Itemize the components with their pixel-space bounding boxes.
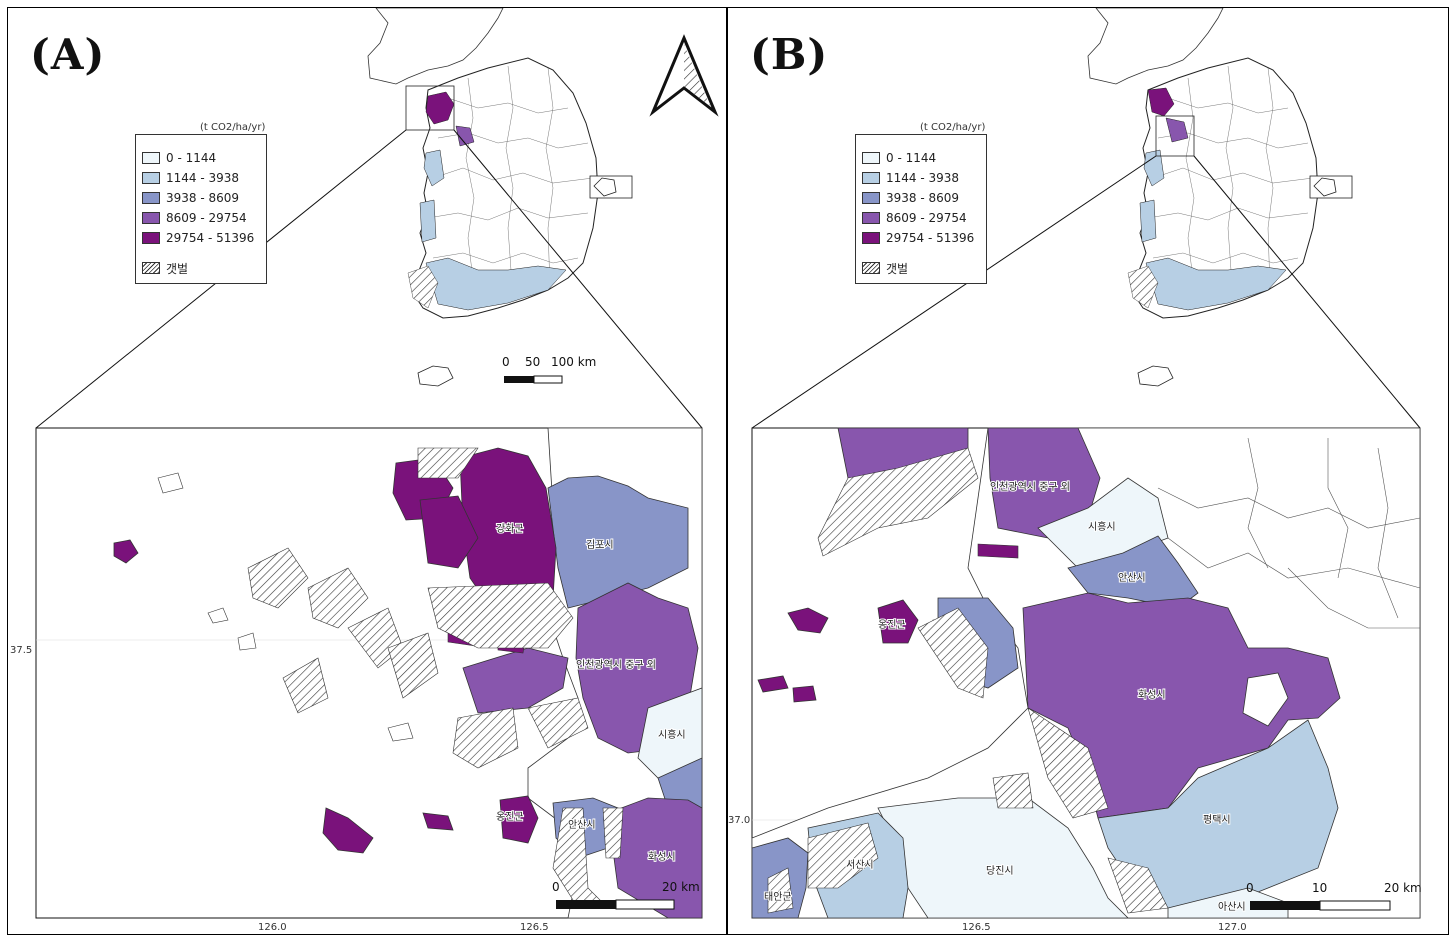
label-incheon: 인천광역시 중구 외 (576, 659, 656, 671)
lon-tick-2: 127.0 (1218, 922, 1247, 933)
inset-scale-bar: 0 10 20 km (1246, 881, 1422, 911)
label-ongjin: 옹진군 (878, 619, 906, 631)
scale-tick-50: 50 (525, 355, 540, 369)
legend-item: 29754 - 51396 (862, 231, 974, 245)
region-ongjin (499, 795, 539, 844)
region-asan (1167, 887, 1289, 919)
legend: (t CO2/ha/yr) 0 - 1144 1144 - 3938 3938 … (135, 122, 267, 284)
panel-a: (A) (7, 7, 727, 935)
label-ganghwa: 강화군 (496, 523, 524, 535)
region-hwaseong (607, 797, 703, 919)
panel-letter: (A) (30, 30, 106, 79)
inset-map: 강화군 김포시 인천광역시 중구 외 시흥시 옹진군 안산시 화성시 0 20 … (35, 427, 703, 919)
label-ongjin: 옹진군 (496, 811, 524, 823)
south-korea-outline (412, 57, 599, 319)
panel-b: (B) (727, 7, 1449, 935)
legend-item: 1144 - 3938 (142, 171, 239, 185)
legend-item: 3938 - 8609 (862, 191, 959, 205)
legend-item: 1144 - 3938 (862, 171, 959, 185)
label-ansan: 안산시 (568, 819, 596, 831)
legend-item: 8609 - 29754 (142, 211, 247, 225)
inset-scale-tick-0: 0 (552, 880, 560, 894)
legend-item-tidal-flat: 갯벌 (862, 261, 908, 276)
lon-tick-1: 126.0 (258, 922, 287, 933)
label-hwaseong: 화성시 (1138, 689, 1166, 701)
label-hwaseong: 화성시 (648, 851, 676, 863)
panel-letter: (B) (750, 30, 829, 79)
label-taean: 태안군 (764, 891, 792, 903)
label-dangjin: 당진시 (986, 865, 1014, 877)
overview-scale-bar: 0 50 100 km (502, 355, 596, 384)
north-arrow-icon (649, 34, 719, 117)
legend-item: 0 - 1144 (142, 151, 216, 165)
region-gimpo (547, 475, 689, 609)
inset-scale-tick-0: 0 (1246, 881, 1254, 895)
inset-scale-tick-20: 20 km (662, 880, 700, 894)
label-gimpo: 김포시 (586, 539, 614, 551)
scale-tick-100: 100 km (551, 355, 596, 369)
label-seosan: 서산시 (846, 859, 874, 871)
legend-item: 3938 - 8609 (142, 191, 239, 205)
label-incheon: 인천광역시 중구 외 (990, 481, 1070, 493)
overview-map (367, 8, 633, 387)
inset-scale-tick-10: 10 (1312, 881, 1327, 895)
overview-map (1087, 8, 1353, 387)
label-siheung: 시흥시 (1088, 520, 1116, 533)
lat-tick: 37.5 (10, 645, 32, 656)
label-asan: 아산시 (1218, 901, 1246, 913)
label-siheung: 시흥시 (658, 728, 686, 741)
legend-unit: (t CO2/ha/yr) (200, 122, 266, 133)
label-pyeongtaek: 평택시 (1203, 814, 1231, 826)
label-ansan: 안산시 (1118, 572, 1146, 584)
legend-item: 29754 - 51396 (142, 231, 254, 245)
scale-tick-0: 0 (502, 355, 510, 369)
inset-scale-bar: 0 20 km (552, 880, 700, 910)
legend: (t CO2/ha/yr) 0 - 1144 1144 - 3938 3938 … (855, 122, 987, 284)
inset-map: 인천광역시 중구 외 시흥시 안산시 옹진군 화성시 평택시 서산시 당진시 태… (751, 427, 1422, 919)
map-a-svg: 0 50 100 km (10, 8, 719, 933)
lon-tick-2: 126.5 (520, 922, 549, 933)
region-ansan (1067, 535, 1199, 609)
legend-item: 8609 - 29754 (862, 211, 967, 225)
lon-tick-1: 126.5 (962, 922, 991, 933)
legend-item-tidal-flat: 갯벌 (142, 261, 188, 276)
region-ongjin (877, 599, 919, 644)
map-b-svg: 인천광역시 중구 외 시흥시 안산시 옹진군 화성시 평택시 서산시 당진시 태… (728, 8, 1422, 933)
legend-item: 0 - 1144 (862, 151, 936, 165)
inset-scale-tick-20: 20 km (1384, 881, 1422, 895)
lat-tick: 37.0 (728, 815, 750, 826)
legend-unit: (t CO2/ha/yr) (920, 122, 986, 133)
